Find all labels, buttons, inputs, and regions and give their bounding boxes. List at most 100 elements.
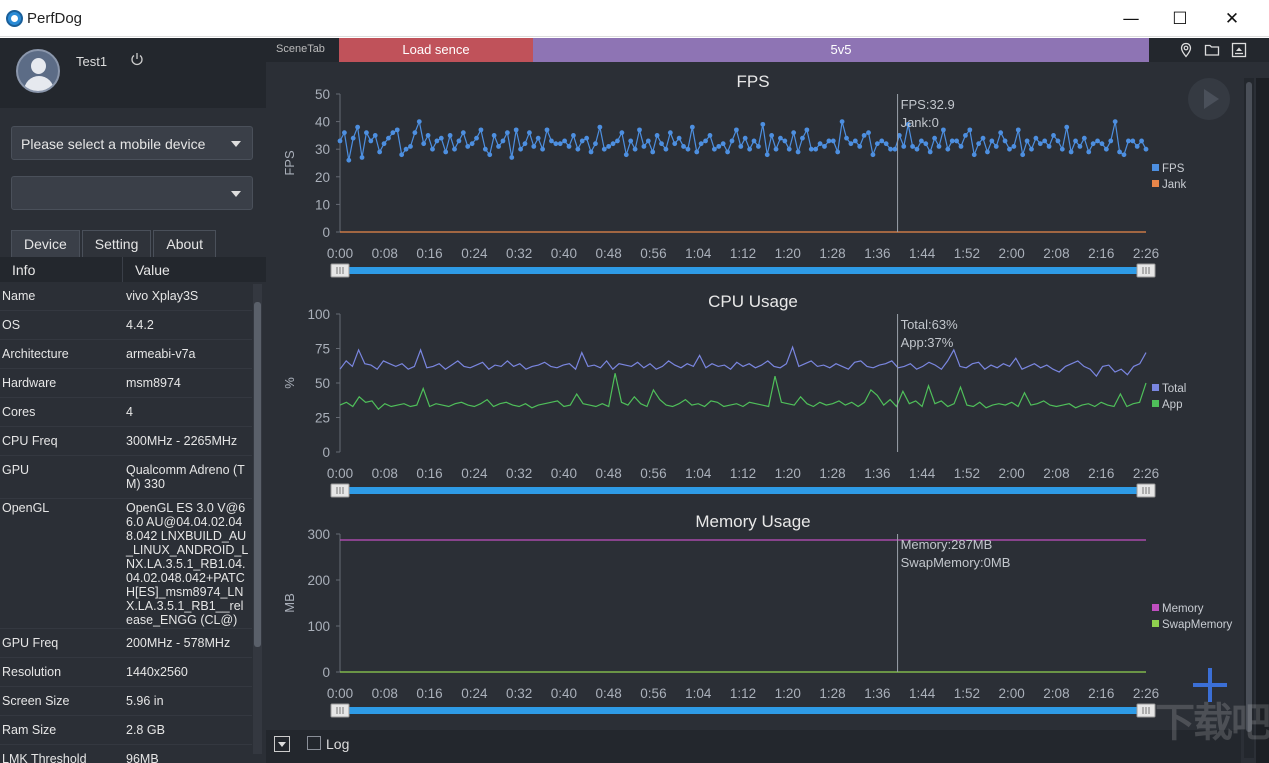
info-key: Name [2, 289, 36, 303]
data-point [399, 152, 405, 158]
data-point [1103, 146, 1109, 152]
data-point [1086, 149, 1092, 155]
info-scrollbar[interactable] [253, 284, 262, 754]
folder-icon[interactable] [1204, 42, 1220, 58]
data-point [729, 138, 735, 144]
data-point [641, 144, 647, 149]
x-tick-label: 0:16 [416, 466, 442, 481]
data-point [949, 138, 955, 144]
data-point [1130, 138, 1136, 144]
data-point [368, 138, 374, 144]
main-scrollbar[interactable] [1244, 78, 1254, 758]
avatar[interactable] [16, 49, 60, 93]
info-header-key: Info [0, 257, 123, 282]
tab-setting[interactable]: Setting [81, 230, 152, 257]
data-point [769, 133, 775, 138]
minimize-button[interactable]: — [1122, 9, 1140, 29]
data-point [918, 138, 924, 144]
data-point [945, 146, 951, 152]
perfdog-logo-icon [6, 10, 23, 27]
data-point [562, 138, 568, 144]
scene-5v5[interactable]: 5v5 [533, 38, 1149, 62]
data-point [1042, 138, 1048, 144]
info-table-header: Info Value [0, 257, 266, 282]
x-tick-label: 0:24 [461, 466, 488, 481]
data-point [386, 135, 391, 141]
data-point [923, 141, 929, 147]
x-tick-label: 2:08 [1043, 686, 1069, 701]
add-icon[interactable] [1190, 665, 1230, 705]
data-point [870, 152, 876, 158]
y-tick-label: 75 [315, 342, 330, 357]
x-tick-label: 0:40 [551, 246, 577, 261]
info-row: OS 4.4.2 [0, 311, 252, 340]
data-point [1125, 138, 1131, 144]
x-tick-label: 0:16 [416, 246, 442, 261]
log-checkbox[interactable] [307, 736, 321, 750]
data-point [667, 130, 673, 136]
data-point [874, 141, 880, 147]
data-point [1051, 133, 1056, 138]
data-point [980, 135, 986, 141]
x-tick-label: 0:40 [551, 466, 577, 481]
data-point [967, 127, 973, 133]
info-row: GPU Qualcomm Adreno (TM) 330 [0, 456, 252, 499]
cursor-readout: Jank:0 [901, 115, 939, 130]
data-point [971, 152, 977, 158]
scene-tab-label: SceneTab [276, 43, 325, 55]
data-point [1134, 144, 1140, 149]
data-point [342, 130, 347, 136]
data-point [412, 130, 418, 136]
data-point [549, 138, 554, 144]
expand-panel-button[interactable] [274, 736, 290, 752]
info-key: Hardware [2, 376, 57, 390]
y-tick-label: 100 [307, 619, 330, 634]
x-tick-label: 0:32 [506, 686, 532, 701]
info-key: Screen Size [2, 694, 70, 708]
data-point [1077, 144, 1083, 149]
y-tick-label: 0 [322, 445, 330, 460]
data-point [421, 141, 427, 147]
data-point [346, 157, 352, 163]
data-point [1108, 138, 1114, 144]
data-point [795, 149, 801, 155]
data-point [936, 144, 942, 149]
power-icon[interactable] [130, 52, 144, 66]
title-bar: PerfDog — ☐ ✕ [0, 0, 1269, 37]
location-icon[interactable] [1178, 42, 1194, 58]
tab-about[interactable]: About [153, 230, 216, 257]
range-slider-track [340, 487, 1146, 494]
data-point [1117, 149, 1122, 155]
data-point [685, 146, 691, 152]
maximize-button[interactable]: ☐ [1172, 9, 1188, 29]
sidebar: Test1 Please select a mobile device Devi… [0, 38, 266, 763]
legend-swatch [1152, 180, 1159, 187]
range-slider-track [340, 707, 1146, 714]
x-tick-label: 2:16 [1088, 246, 1114, 261]
data-point [681, 144, 686, 149]
x-tick-label: 0:24 [461, 246, 488, 261]
close-button[interactable]: ✕ [1224, 9, 1240, 29]
data-point [672, 141, 678, 147]
data-point [632, 146, 638, 152]
data-point [434, 138, 440, 144]
data-point [447, 133, 453, 138]
device-select[interactable]: Please select a mobile device [11, 126, 253, 160]
x-tick-label: 2:00 [999, 246, 1025, 261]
export-icon[interactable] [1231, 42, 1247, 58]
scene-load-sence[interactable]: Load sence [339, 38, 533, 62]
x-tick-label: 2:00 [999, 466, 1025, 481]
play-button[interactable] [1188, 78, 1230, 120]
x-tick-label: 1:04 [685, 246, 712, 261]
info-row: Hardware msm8974 [0, 369, 252, 398]
data-point [1139, 138, 1144, 144]
x-tick-label: 0:00 [327, 246, 353, 261]
legend-label: FPS [1162, 163, 1185, 175]
legend-swatch [1152, 384, 1159, 391]
x-tick-label: 1:12 [730, 466, 756, 481]
data-point [1112, 119, 1118, 124]
app-select[interactable] [11, 176, 253, 210]
tab-device[interactable]: Device [11, 230, 80, 257]
x-tick-label: 0:48 [596, 246, 622, 261]
data-point [879, 138, 885, 144]
